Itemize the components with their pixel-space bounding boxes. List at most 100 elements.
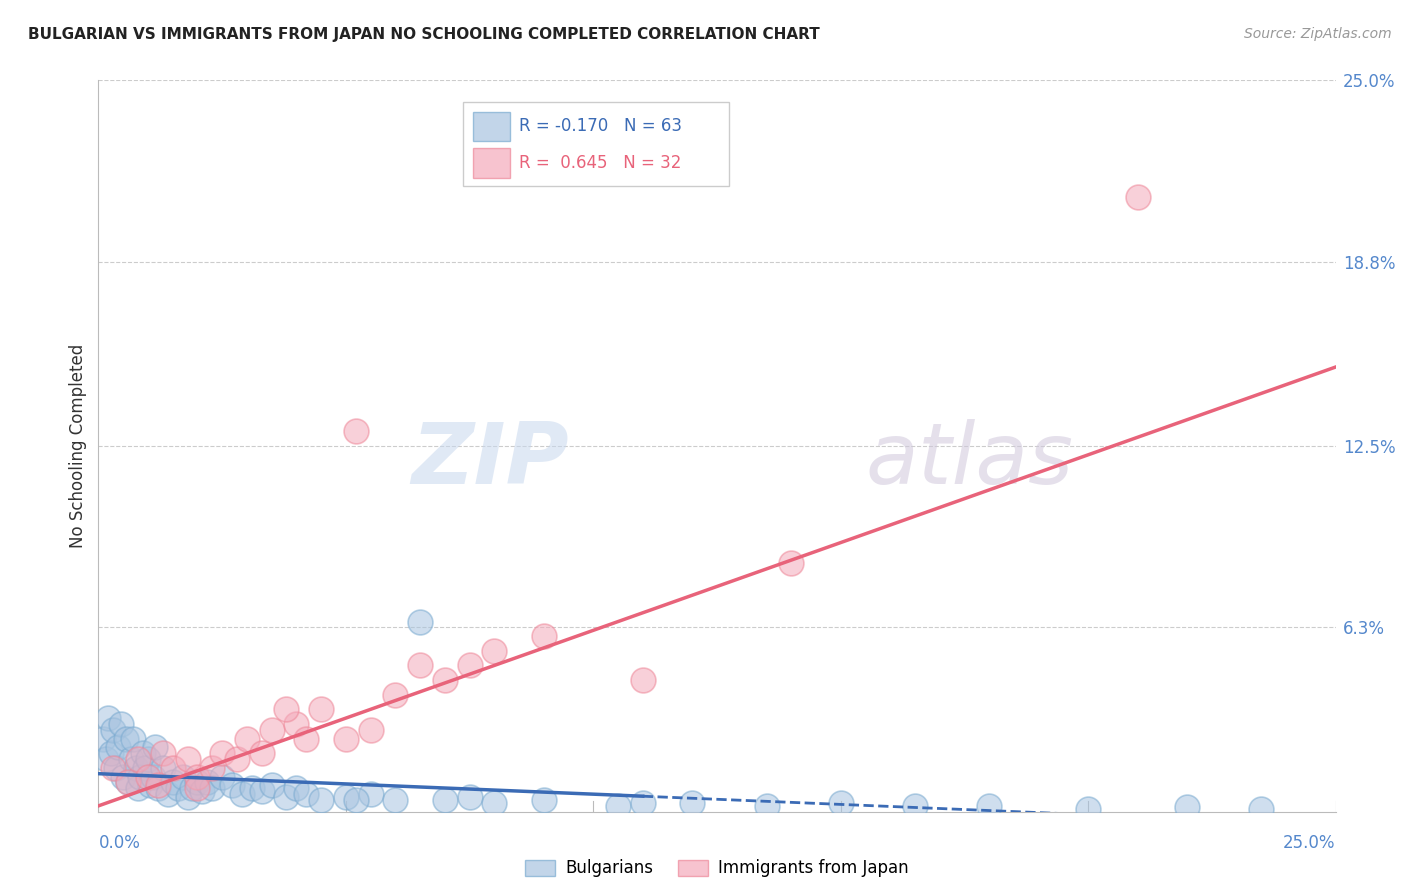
FancyBboxPatch shape — [464, 103, 730, 186]
Point — [250, 746, 273, 760]
Point — [533, 793, 555, 807]
Text: BULGARIAN VS IMMIGRANTS FROM JAPAN NO SCHOOLING COMPLETED CORRELATION CHART: BULGARIAN VS IMMIGRANTS FROM JAPAN NO SC… — [28, 27, 820, 42]
Point — [146, 781, 169, 796]
Point — [172, 770, 194, 784]
Point — [124, 761, 146, 775]
Point — [120, 752, 142, 766]
Point — [146, 778, 169, 792]
Point — [127, 781, 149, 796]
Text: R = -0.170   N = 63: R = -0.170 N = 63 — [519, 118, 682, 136]
Point — [132, 746, 155, 760]
Point — [201, 761, 224, 775]
Point — [186, 770, 208, 784]
Point — [226, 752, 249, 766]
Point — [136, 752, 159, 766]
Point — [1250, 802, 1272, 816]
Point — [191, 784, 214, 798]
Point — [104, 761, 127, 775]
Point — [103, 761, 125, 775]
Point — [344, 425, 367, 439]
Point — [176, 790, 198, 805]
Point — [195, 775, 218, 789]
Point — [276, 790, 298, 805]
Point — [309, 793, 332, 807]
Point — [143, 740, 166, 755]
Point — [201, 781, 224, 796]
Point — [335, 731, 357, 746]
Point — [335, 790, 357, 805]
Point — [103, 723, 125, 737]
Point — [181, 781, 204, 796]
Text: R =  0.645   N = 32: R = 0.645 N = 32 — [519, 154, 682, 172]
Point — [127, 752, 149, 766]
Point — [162, 775, 184, 789]
Y-axis label: No Schooling Completed: No Schooling Completed — [69, 344, 87, 548]
Point — [139, 778, 162, 792]
Point — [433, 793, 456, 807]
Point — [755, 798, 778, 813]
Point — [110, 717, 132, 731]
Point — [409, 658, 432, 673]
Point — [156, 787, 179, 801]
Point — [276, 702, 298, 716]
Point — [295, 731, 318, 746]
Point — [142, 770, 165, 784]
Point — [309, 702, 332, 716]
Point — [122, 731, 145, 746]
Point — [384, 793, 406, 807]
Point — [1175, 800, 1198, 814]
Text: Source: ZipAtlas.com: Source: ZipAtlas.com — [1244, 27, 1392, 41]
Point — [1126, 190, 1149, 204]
Text: 25.0%: 25.0% — [1284, 834, 1336, 852]
Point — [186, 781, 208, 796]
Legend: Bulgarians, Immigrants from Japan: Bulgarians, Immigrants from Japan — [519, 853, 915, 884]
Text: atlas: atlas — [866, 419, 1074, 502]
Point — [166, 781, 188, 796]
Point — [114, 731, 136, 746]
Point — [631, 673, 654, 687]
Point — [236, 731, 259, 746]
Point — [117, 775, 139, 789]
Point — [344, 793, 367, 807]
Point — [484, 644, 506, 658]
Point — [176, 752, 198, 766]
Point — [360, 723, 382, 737]
Point — [186, 775, 208, 789]
Point — [1077, 802, 1099, 816]
Point — [285, 717, 308, 731]
Point — [134, 761, 156, 775]
Point — [904, 798, 927, 813]
Point — [100, 746, 122, 760]
Point — [830, 796, 852, 810]
Point — [607, 798, 630, 813]
Point — [360, 787, 382, 801]
Point — [433, 673, 456, 687]
Point — [250, 784, 273, 798]
Point — [458, 658, 481, 673]
Point — [93, 731, 115, 746]
Point — [631, 796, 654, 810]
Point — [681, 796, 703, 810]
Point — [136, 770, 159, 784]
Point — [458, 790, 481, 805]
Point — [384, 688, 406, 702]
Point — [295, 787, 318, 801]
Bar — [474, 112, 510, 141]
Point — [107, 740, 129, 755]
Point — [112, 770, 135, 784]
Point — [129, 770, 152, 784]
Text: 0.0%: 0.0% — [98, 834, 141, 852]
Point — [409, 615, 432, 629]
Point — [780, 556, 803, 570]
Point — [285, 781, 308, 796]
Point — [211, 770, 233, 784]
Point — [260, 778, 283, 792]
Point — [533, 629, 555, 643]
Point — [162, 761, 184, 775]
Point — [231, 787, 253, 801]
Point — [97, 711, 120, 725]
Point — [979, 798, 1001, 813]
Point — [260, 723, 283, 737]
Text: ZIP: ZIP — [411, 419, 568, 502]
Point — [211, 746, 233, 760]
